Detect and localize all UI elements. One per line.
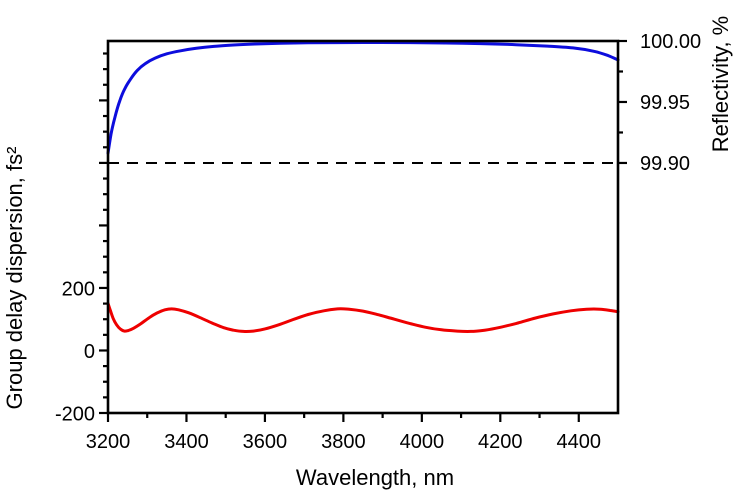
right-tick-label: 100.00 [640,31,701,53]
group-delay-dispersion-curve [106,301,620,333]
plot-frame [106,39,620,415]
left-tick-label: 0 [84,341,95,363]
right-tick-label: 99.95 [640,92,690,114]
x-tick-label: 3800 [321,431,366,453]
reflectivity-curve [106,41,620,155]
axis-ticks [99,39,627,422]
x-tick-label: 3600 [243,431,288,453]
right-axis-label: Reflectivity, % [708,16,733,153]
data-series [106,41,620,333]
x-tick-label: 4000 [400,431,445,453]
x-tick-label: 4200 [478,431,523,453]
x-tick-label: 3400 [164,431,209,453]
x-tick-label: 3200 [86,431,131,453]
right-tick-label: 99.90 [640,153,690,175]
left-tick-label: 200 [62,278,95,300]
axis-tick-labels: 3200 3400 3600 3800 4000 4200 4400 200 0 -200 100.… [55,31,701,453]
left-tick-label: -200 [55,404,95,426]
x-tick-label: 4400 [557,431,602,453]
x-axis-label: Wavelength, nm [296,465,454,490]
left-axis-label: Group delay dispersion, fs² [2,147,27,410]
